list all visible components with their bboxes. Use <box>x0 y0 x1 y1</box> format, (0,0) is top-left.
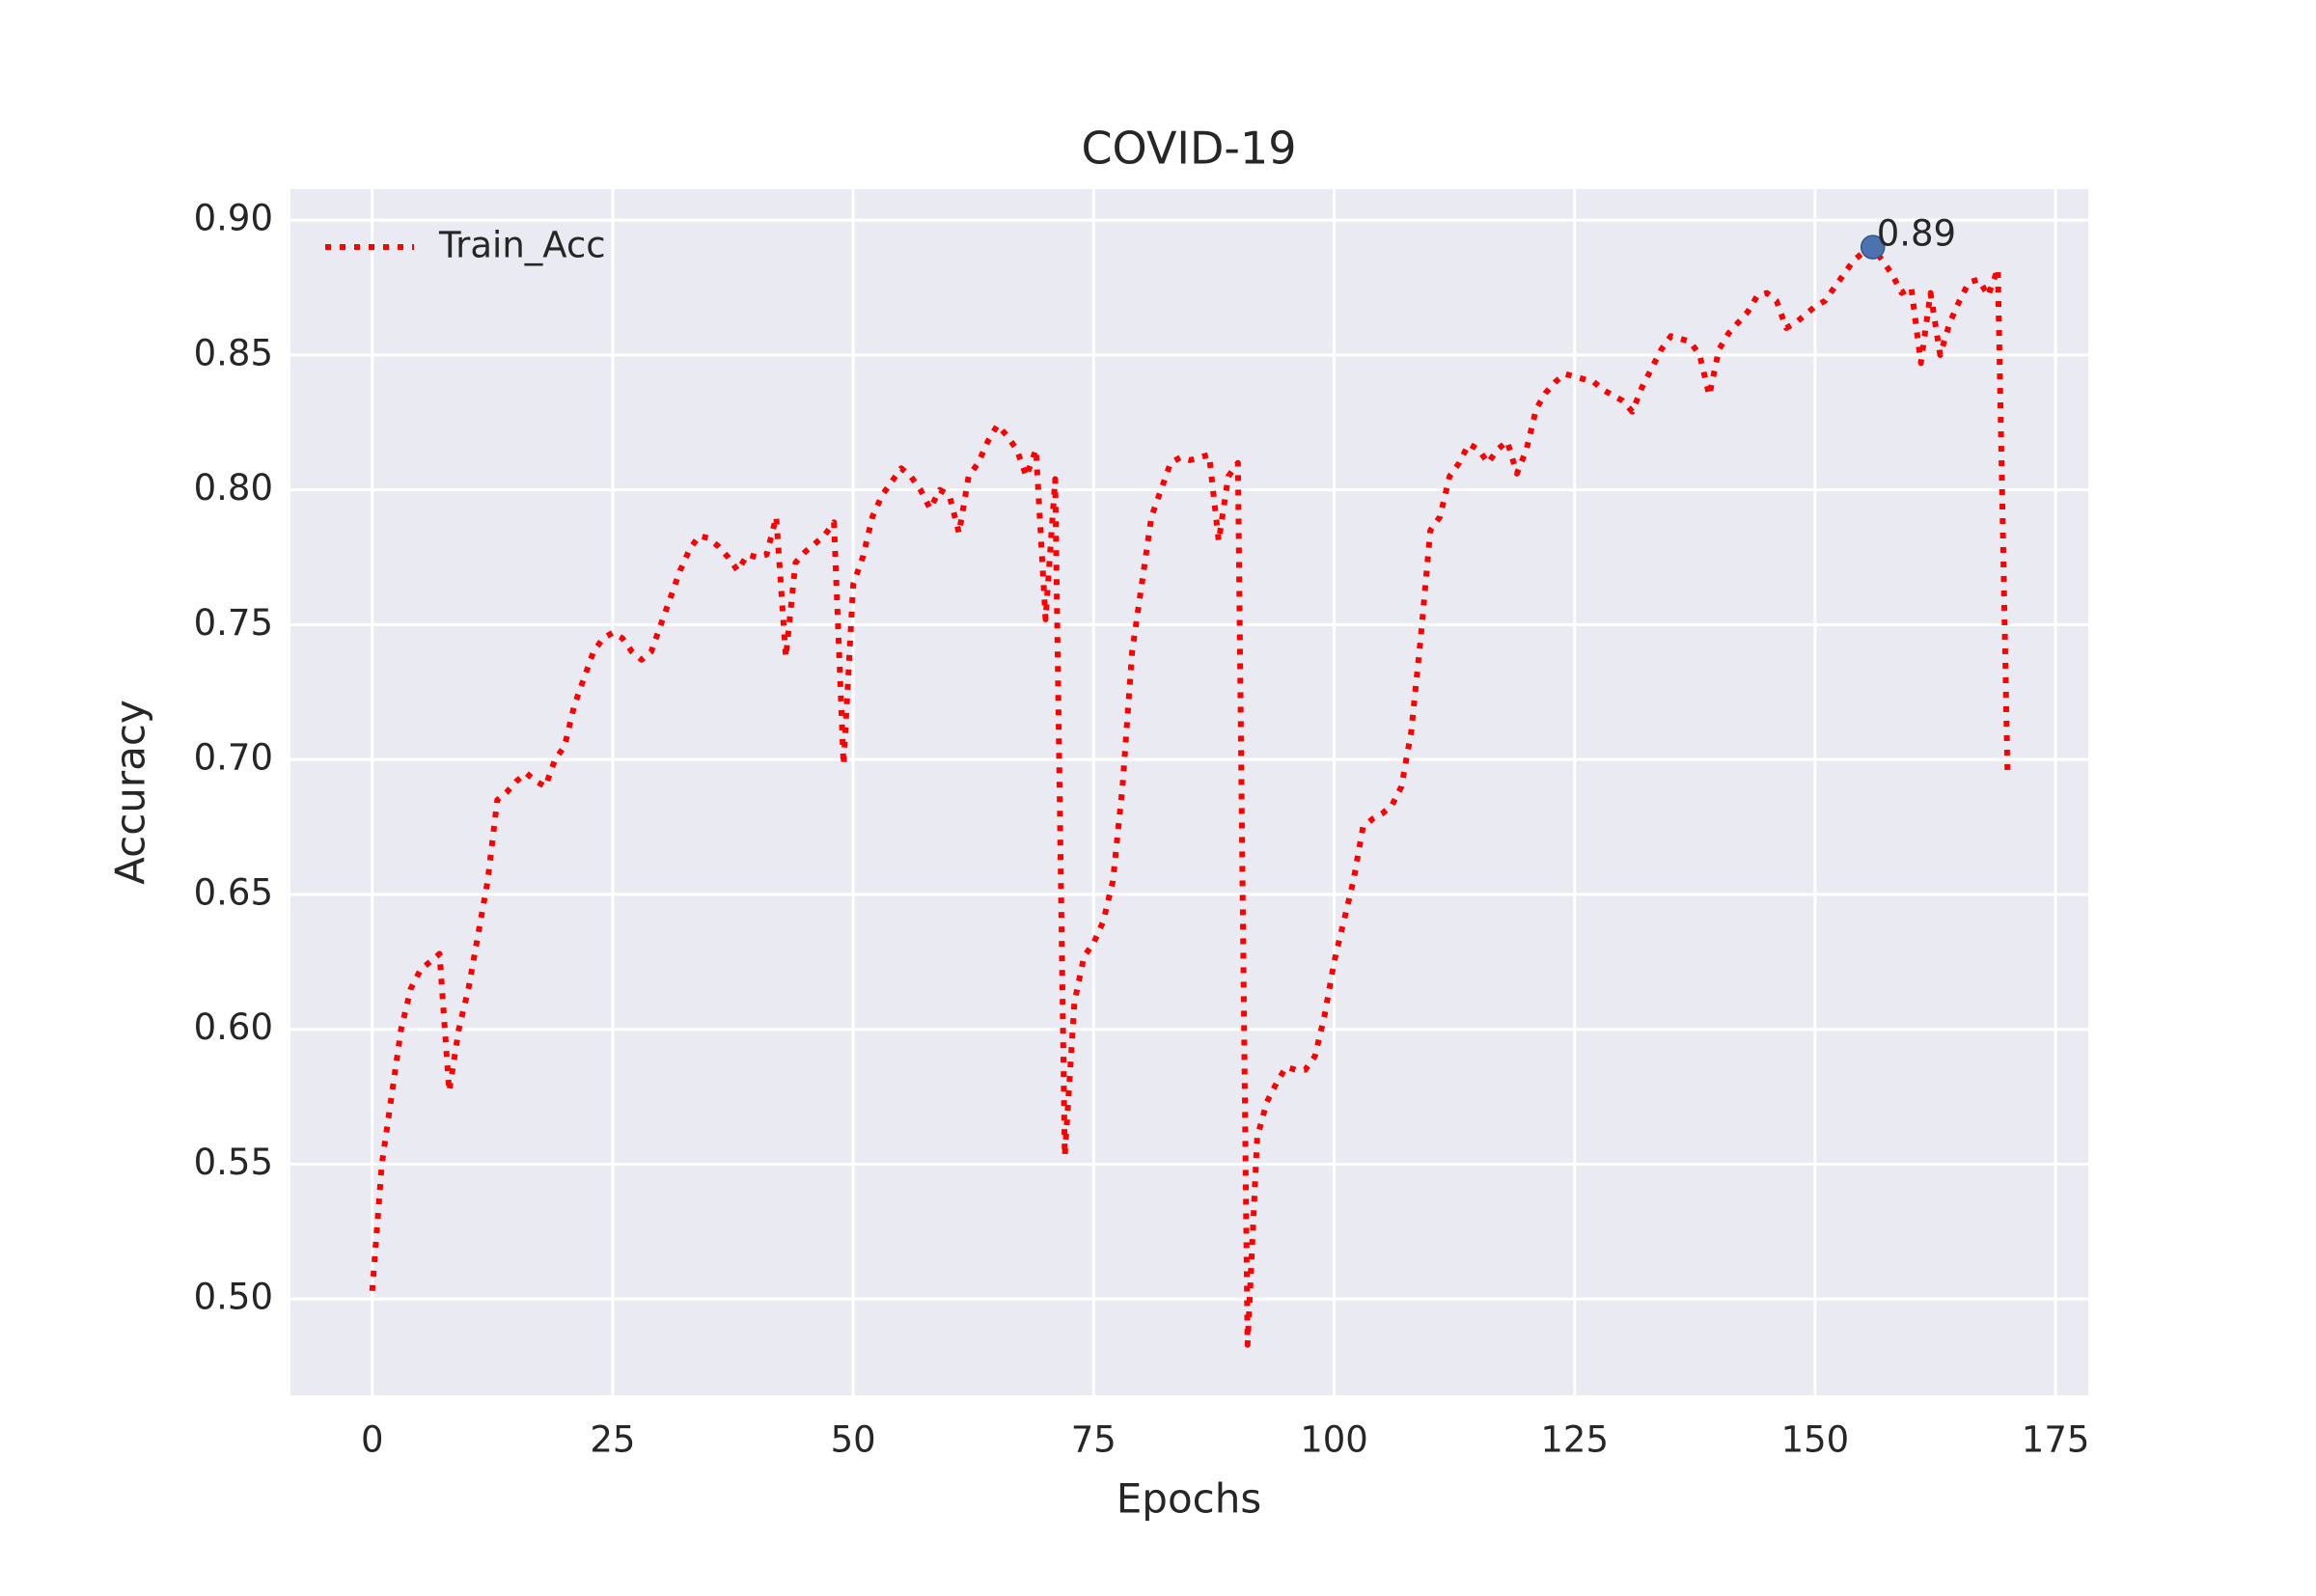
x-axis-label: Epochs <box>1117 1475 1262 1523</box>
y-tick-label: 0.75 <box>194 602 273 644</box>
plot-area <box>290 189 2088 1395</box>
y-axis-label: Accuracy <box>107 700 154 885</box>
y-tick-label: 0.65 <box>194 871 273 913</box>
x-tick-label: 175 <box>2022 1419 2090 1461</box>
y-tick-label: 0.50 <box>194 1277 273 1318</box>
data-line <box>369 244 2011 1348</box>
labels: 0 25 50 75 100 125 150 175 0.50 0.55 0.60 0.65 0.70 0… <box>194 198 2090 1461</box>
legend-label: Train_Acc <box>438 225 606 266</box>
y-tick-label: 0.80 <box>194 467 273 509</box>
grid <box>290 189 2088 1395</box>
x-tick-label: 75 <box>1071 1419 1117 1461</box>
x-tick-label: 150 <box>1781 1419 1850 1461</box>
y-tick-label: 0.55 <box>194 1142 273 1183</box>
best-label: 0.89 <box>1877 213 1956 255</box>
x-tick-label: 125 <box>1540 1419 1609 1461</box>
y-tick-label: 0.70 <box>194 737 273 779</box>
y-tick-label: 0.85 <box>194 332 273 373</box>
x-tick-label: 0 <box>361 1419 384 1461</box>
x-tick-label: 50 <box>831 1419 876 1461</box>
marks <box>369 234 2011 1348</box>
x-tick-label: 25 <box>590 1419 635 1461</box>
y-tick-label: 0.60 <box>194 1006 273 1048</box>
chart-title: COVID-19 <box>1081 123 1296 175</box>
x-tick-label: 100 <box>1300 1419 1368 1461</box>
best-point <box>1860 234 1886 260</box>
y-tick-label: 0.90 <box>194 198 273 239</box>
